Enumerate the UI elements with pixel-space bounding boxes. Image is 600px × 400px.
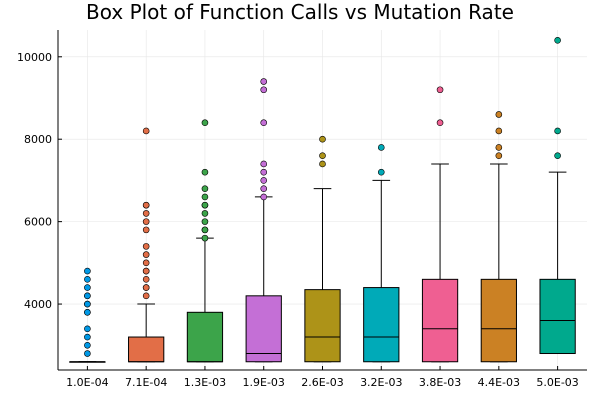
- box-1.9E-03: [245, 78, 282, 363]
- outlier-point: [84, 300, 91, 308]
- outlier-point: [84, 341, 91, 349]
- outlier-point: [319, 135, 326, 143]
- box-iqr: [245, 295, 282, 363]
- x-tick-label: 3.8E-03: [419, 376, 461, 389]
- outlier-point: [319, 152, 326, 159]
- outlier-point: [260, 168, 268, 176]
- outlier-point: [142, 210, 150, 217]
- outlier-point: [84, 333, 91, 341]
- outlier-point: [260, 177, 268, 184]
- x-tick-label: 3.2E-03: [360, 376, 402, 389]
- x-tick-label: 2.6E-03: [301, 376, 343, 389]
- x-tick-label: 4.4E-03: [478, 376, 520, 389]
- outlier-point: [436, 86, 444, 94]
- box-series: [69, 37, 576, 363]
- outlier-point: [142, 267, 150, 275]
- outlier-point: [201, 218, 209, 225]
- box-7.1E-04: [128, 127, 165, 363]
- box-iqr: [539, 278, 576, 355]
- outlier-point: [84, 309, 91, 316]
- y-tick-label: 4000: [24, 298, 52, 311]
- outlier-point: [142, 276, 150, 283]
- outlier-point: [201, 168, 209, 176]
- outlier-point: [377, 168, 385, 176]
- chart-title: Box Plot of Function Calls vs Mutation R…: [86, 0, 514, 24]
- outlier-point: [201, 201, 209, 209]
- outlier-point: [84, 276, 91, 283]
- outlier-point: [84, 350, 91, 357]
- outlier-point: [260, 119, 268, 127]
- outlier-point: [554, 152, 561, 159]
- box-iqr: [480, 278, 517, 363]
- box-iqr: [128, 336, 165, 363]
- outlier-point: [554, 127, 561, 135]
- outlier-point: [142, 218, 150, 225]
- outlier-point: [260, 193, 268, 201]
- y-tick-label: 6000: [24, 216, 52, 229]
- outlier-point: [260, 160, 268, 168]
- outlier-point: [495, 144, 503, 151]
- box-iqr: [186, 311, 224, 363]
- x-tick-label: 5.0E-03: [536, 376, 578, 389]
- outlier-point: [260, 86, 268, 94]
- x-tick-label: 1.9E-03: [243, 376, 285, 389]
- outlier-point: [142, 243, 150, 250]
- outlier-point: [142, 292, 150, 300]
- outlier-point: [142, 259, 150, 267]
- outlier-point: [260, 78, 268, 85]
- outlier-point: [201, 210, 209, 217]
- outlier-point: [84, 292, 91, 300]
- box-iqr: [304, 289, 341, 363]
- box-4.4E-03: [480, 111, 517, 363]
- outlier-point: [142, 127, 150, 135]
- outlier-point: [142, 284, 150, 291]
- outlier-point: [142, 201, 150, 209]
- outlier-point: [495, 152, 503, 159]
- box-3.8E-03: [421, 86, 459, 363]
- outlier-point: [142, 251, 150, 258]
- outlier-point: [495, 111, 503, 118]
- outlier-point: [495, 127, 503, 135]
- outlier-point: [84, 284, 91, 291]
- box-iqr: [421, 278, 459, 363]
- outlier-point: [201, 226, 209, 234]
- x-tick-label: 1.3E-03: [184, 376, 226, 389]
- box-2.6E-03: [304, 135, 341, 363]
- y-tick-label: 8000: [24, 133, 52, 146]
- outlier-point: [201, 119, 209, 127]
- outlier-point: [260, 185, 268, 192]
- outlier-point: [436, 119, 444, 127]
- outlier-point: [554, 37, 561, 44]
- x-tick-label: 7.1E-04: [125, 376, 167, 389]
- outlier-point: [142, 226, 150, 234]
- box-iqr: [363, 287, 400, 363]
- outlier-point: [377, 144, 385, 151]
- y-tick-label: 10000: [17, 51, 52, 64]
- x-tick-labels: 1.0E-04 7.1E-04 1.3E-03 1.9E-03 2.6E-03 3.2E-…: [66, 366, 579, 389]
- x-tick-label: 1.0E-04: [66, 376, 108, 389]
- outlier-point: [201, 193, 209, 201]
- outlier-point: [84, 267, 91, 275]
- outlier-point: [319, 160, 326, 168]
- box-3.2E-03: [363, 144, 400, 363]
- outlier-point: [84, 325, 91, 333]
- outlier-point: [201, 234, 209, 242]
- y-tick-labels: 4000 6000 8000 10000: [17, 51, 62, 311]
- box-5.0E-03: [539, 37, 576, 355]
- box-1.0E-04: [69, 267, 106, 363]
- outlier-point: [201, 185, 209, 192]
- box-1.3E-03: [186, 119, 224, 363]
